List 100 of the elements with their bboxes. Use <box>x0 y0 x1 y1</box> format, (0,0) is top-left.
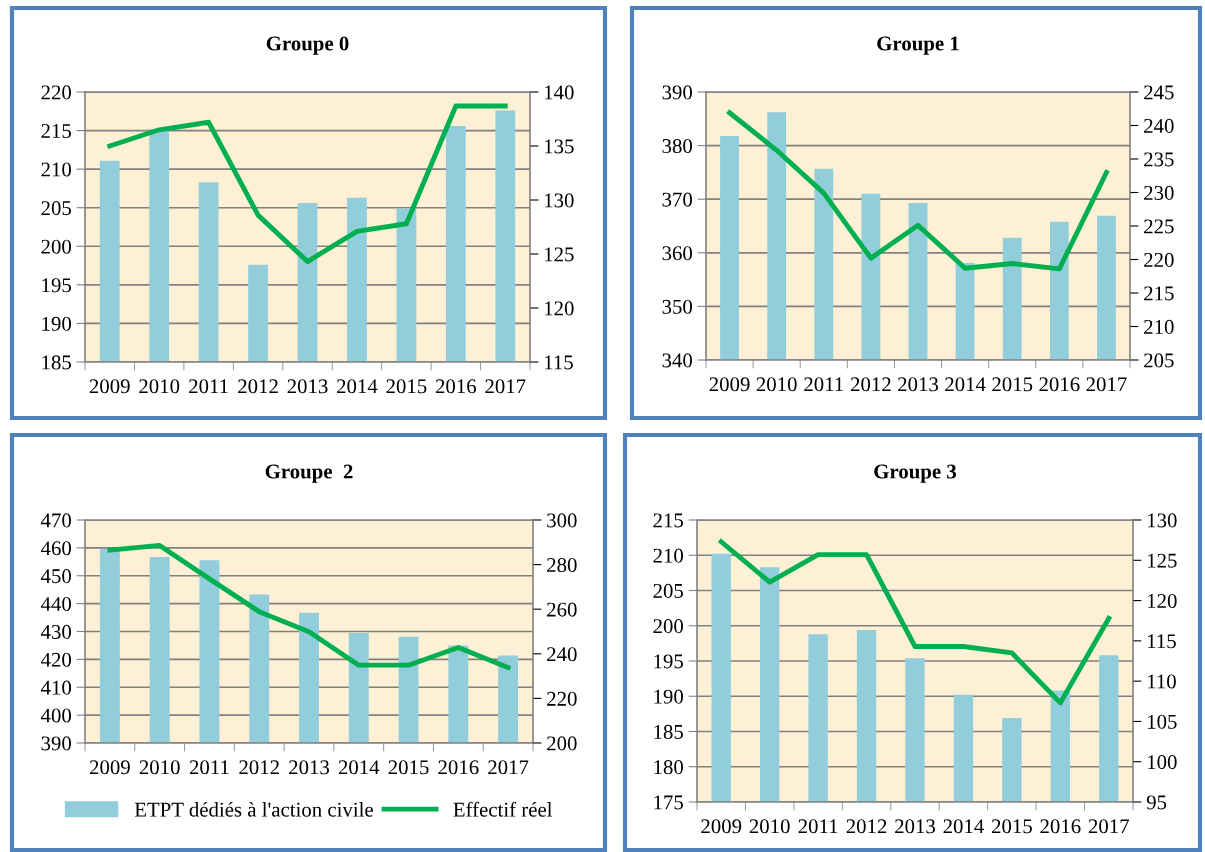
y2-tick-label: 100 <box>1148 755 1177 770</box>
y2-tick-label: 120 <box>1148 593 1177 608</box>
y2-tick-label: 235 <box>1144 152 1174 167</box>
y2-tick-label: 205 <box>1144 353 1174 368</box>
y-tick-label: 190 <box>654 689 684 704</box>
x-tick-label: 2016 <box>435 379 477 394</box>
x-tick-label: 2013 <box>289 760 330 775</box>
y2-tick-label: 220 <box>547 691 577 706</box>
y2-tick-label: 130 <box>1148 513 1177 528</box>
x-tick-label: 2012 <box>846 819 887 834</box>
x-tick-label: 2011 <box>189 379 228 394</box>
y-tick-label: 195 <box>42 278 71 293</box>
y-tick-label: 450 <box>40 569 72 584</box>
x-tick-label: 2014 <box>338 760 380 775</box>
legend-label: Effectif réel <box>453 801 553 817</box>
y-tick-label: 220 <box>41 85 72 100</box>
y2-tick-label: 200 <box>547 736 577 751</box>
y-tick-label: 175 <box>654 795 683 810</box>
x-tick-label: 2015 <box>388 760 429 775</box>
y-tick-label: 210 <box>653 548 684 563</box>
x-tick-label: 2012 <box>239 760 279 775</box>
y-tick-label: 390 <box>662 85 693 100</box>
y-tick-label: 205 <box>653 583 683 598</box>
x-tick-label: 2011 <box>798 819 838 834</box>
x-tick-label: 2009 <box>709 377 750 392</box>
y2-tick-label: 115 <box>545 355 573 370</box>
x-tick-label: 2013 <box>287 379 328 394</box>
x-tick-label: 2010 <box>749 819 790 834</box>
x-tick-label: 2009 <box>701 819 742 834</box>
x-tick-label: 2009 <box>89 379 130 394</box>
y-tick-label: 195 <box>654 654 683 669</box>
y2-tick-label: 140 <box>545 85 574 100</box>
y2-tick-label: 115 <box>1148 634 1176 649</box>
y-tick-label: 185 <box>42 355 71 370</box>
y2-tick-label: 210 <box>1144 319 1174 334</box>
y2-tick-label: 95 <box>1146 795 1167 810</box>
x-tick-label: 2015 <box>386 379 427 394</box>
x-tick-label: 2009 <box>89 760 130 775</box>
x-tick-label: 2017 <box>1086 377 1127 392</box>
x-tick-label: 2016 <box>438 760 479 775</box>
x-tick-label: 2012 <box>238 379 278 394</box>
y2-tick-label: 105 <box>1148 714 1177 729</box>
x-tick-label: 2013 <box>895 819 936 834</box>
y2-tick-label: 225 <box>1144 219 1174 234</box>
y2-tick-label: 125 <box>1148 553 1177 568</box>
y2-tick-label: 135 <box>545 139 574 154</box>
y2-tick-label: 240 <box>1144 118 1174 133</box>
line-series <box>727 110 1109 272</box>
line-series <box>107 542 511 671</box>
y-tick-label: 200 <box>653 619 684 634</box>
y-tick-label: 215 <box>41 124 71 138</box>
y-tick-label: 350 <box>662 299 693 314</box>
y-tick-label: 205 <box>41 201 71 216</box>
chart-title: Groupe 1 <box>877 36 959 55</box>
y2-tick-label: 125 <box>545 247 574 262</box>
y-tick-label: 185 <box>654 724 683 739</box>
y-tick-label: 420 <box>40 652 72 667</box>
y2-tick-label: 120 <box>545 301 574 316</box>
y2-tick-label: 260 <box>547 602 577 617</box>
y2-tick-label: 215 <box>1144 286 1174 301</box>
x-tick-label: 2011 <box>804 377 843 392</box>
y-tick-label: 360 <box>662 246 693 261</box>
chart-title: Groupe 3 <box>874 464 957 483</box>
y-tick-label: 215 <box>653 513 683 528</box>
y2-tick-label: 240 <box>547 647 577 662</box>
y-tick-label: 440 <box>40 597 72 612</box>
y-tick-label: 370 <box>662 192 693 207</box>
y2-tick-label: 130 <box>545 193 574 208</box>
y-tick-label: 210 <box>41 162 72 177</box>
y-tick-label: 400 <box>40 708 72 723</box>
x-tick-label: 2012 <box>850 377 891 392</box>
legend-label: ETPT dédiés à l'action civile <box>134 801 373 817</box>
line-series <box>107 103 508 264</box>
x-tick-label: 2016 <box>1040 819 1081 834</box>
y2-tick-label: 110 <box>1148 674 1176 689</box>
x-tick-label: 2017 <box>488 760 529 775</box>
x-tick-label: 2014 <box>337 379 378 394</box>
y-tick-label: 340 <box>662 353 693 368</box>
x-tick-label: 2010 <box>139 760 180 775</box>
y-tick-label: 200 <box>41 239 72 254</box>
y-tick-label: 470 <box>40 513 72 528</box>
y-tick-label: 380 <box>662 138 693 154</box>
y-tick-label: 390 <box>41 736 72 751</box>
x-tick-label: 2011 <box>189 760 229 775</box>
x-tick-label: 2016 <box>1039 377 1080 392</box>
x-tick-label: 2015 <box>992 377 1033 392</box>
x-tick-label: 2017 <box>485 379 526 394</box>
x-tick-label: 2010 <box>756 377 797 392</box>
y-tick-label: 180 <box>654 760 684 775</box>
x-tick-label: 2014 <box>943 819 984 834</box>
y2-tick-label: 300 <box>547 513 577 528</box>
y-tick-label: 190 <box>42 316 72 331</box>
y-tick-label: 460 <box>40 541 72 556</box>
x-tick-label: 2013 <box>898 377 939 392</box>
y2-tick-label: 230 <box>1144 185 1174 200</box>
x-tick-label: 2010 <box>139 379 180 394</box>
y-tick-label: 430 <box>40 624 72 639</box>
line-series <box>718 539 1112 706</box>
y2-tick-label: 245 <box>1144 85 1174 100</box>
y2-tick-label: 220 <box>1144 252 1174 267</box>
